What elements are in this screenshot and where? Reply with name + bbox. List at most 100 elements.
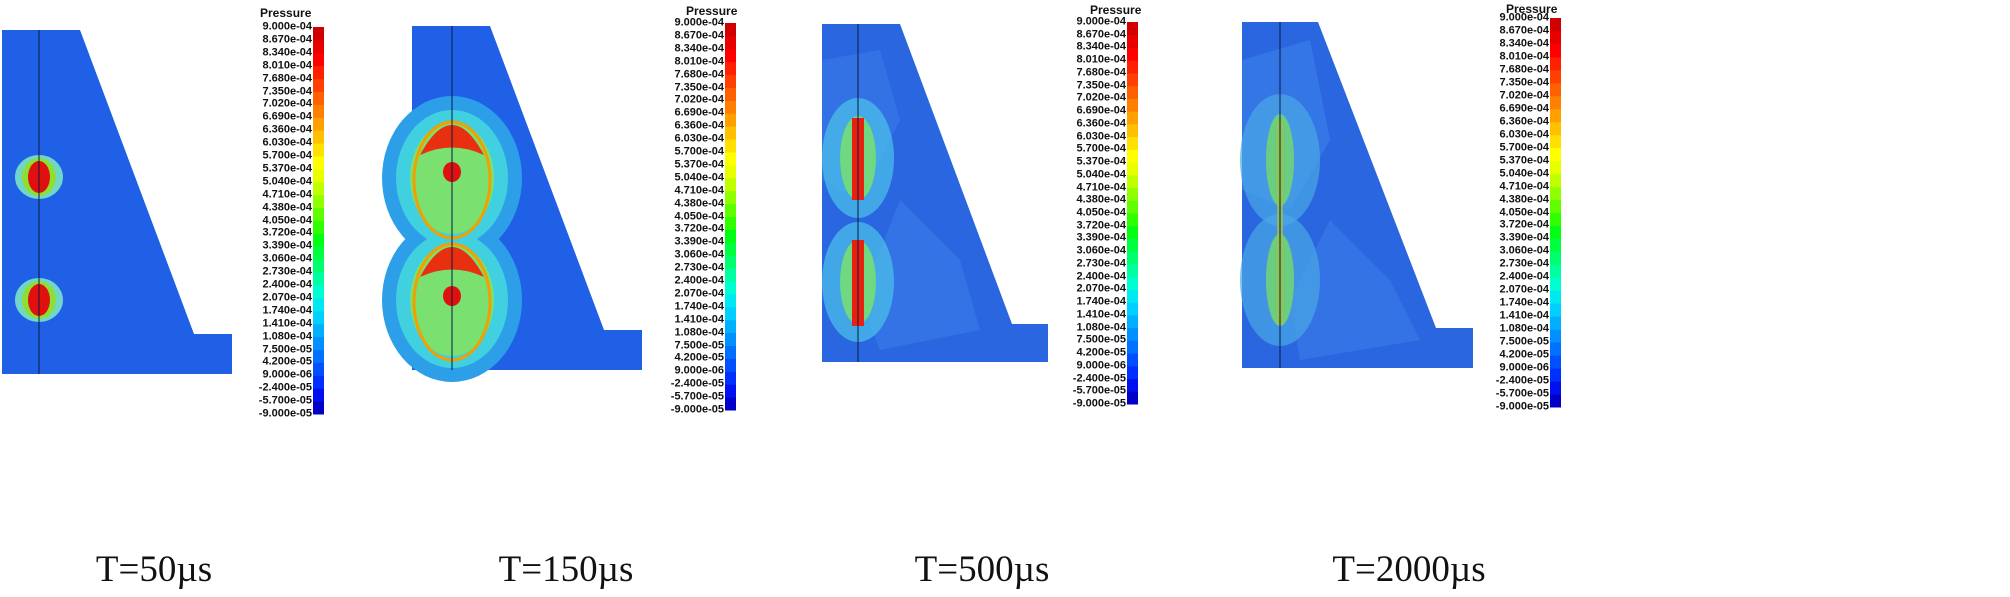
colorbar-segment [1127,251,1138,265]
colorbar-segment [1127,162,1138,176]
colorbar-segment [725,281,736,295]
colorbar-tick-label: 5.040e-04 [674,171,724,184]
colorbar-tick-label: 7.680e-04 [674,68,724,81]
dam-cross-section-t150 [382,23,736,411]
panel-t150: Pressure 9.000e-04 8.670e-04 8.340e-04 8.01… [0,0,900,597]
colorbar-segment [313,336,324,350]
colorbar-segment [1127,136,1138,150]
colorbar-segment [725,48,736,63]
colorbar-segment [1550,108,1561,123]
colorbar-tick-label: 9.000e-06 [674,364,724,377]
colorbar-tick-label: 1.080e-04 [1499,322,1549,335]
colorbar-segment [1550,342,1561,356]
colorbar-segment [1127,149,1138,163]
colorbar-segment [313,156,324,170]
colorbar-tick-label: 1.410e-04 [262,317,312,330]
colorbar-tick-label: 3.060e-04 [1499,244,1549,257]
colorbar-segment [1127,353,1138,367]
colorbar-segment [1127,22,1138,36]
colorbar-tick-label: -9.000e-05 [1072,397,1126,410]
colorbar-tick-label: 2.400e-04 [1499,270,1549,283]
colorbar-tick-label: 8.010e-04 [1499,50,1549,63]
colorbar-segment [725,242,736,256]
colorbar-segment [313,220,324,234]
colorbar-tick-label: 7.020e-04 [674,93,724,106]
colorbar-tick-label: 2.730e-04 [1076,257,1126,270]
colorbar-tick-label: 1.080e-04 [674,326,724,339]
colorbar-segment [313,272,324,286]
colorbar-segment [1550,56,1561,71]
colorbar-segment [1127,314,1138,329]
colorbar-tick-label: 5.370e-04 [1076,155,1126,168]
colorbar-segment [1127,276,1138,290]
colorbar-tick-label: 2.730e-04 [262,265,312,278]
colorbar-tick-label: 7.350e-04 [1076,79,1126,92]
colorbar-tick-label: 4.710e-04 [1499,180,1549,193]
colorbar-tick-label: 6.360e-04 [674,119,724,132]
colorbar-tick-label: 5.700e-04 [674,145,724,158]
colorbar-segment [313,233,324,247]
colorbar-tick-label: 9.000e-04 [262,20,312,33]
colorbar-segment [725,100,736,114]
colorbar-segment [1550,147,1561,162]
colorbar-segment [313,39,324,54]
pressure-mottle [860,200,980,350]
colorbar-title: Pressure [1506,2,1558,16]
colorbar-segment [1550,69,1561,84]
colorbar-tick-label: 4.710e-04 [1076,181,1126,194]
colorbar-segment [313,130,324,144]
colorbar-segment [1127,85,1138,99]
colorbar-segment [1550,121,1561,136]
colorbar-segment [1550,303,1561,317]
colorbar-segment [725,203,736,217]
colorbar-tick-label: 4.200e-05 [1076,346,1126,359]
colorbar-tick-label: 9.000e-04 [1499,11,1549,24]
colorbar-segment [725,113,736,127]
colorbar-tick-label: 5.370e-04 [674,158,724,171]
colorbar-segment [725,358,736,372]
colorbar-segment [1550,238,1561,252]
colorbar-segment [313,207,324,221]
colorbar-tick-label: 3.720e-04 [1076,219,1126,232]
colorbar-segment [1127,111,1138,125]
colorbar-segment [1550,225,1561,239]
colorbar-segment [725,255,736,269]
panel-t500: Pressure 9.000e-04 8.670e-04 8.340e-04 8.01… [822,3,1141,590]
colorbar-segment [1550,173,1561,188]
panel-t50: Pressure 9.000e-04 8.670e-04 8.340e-04 8.01… [0,0,430,597]
colorbar-segment [1550,82,1561,97]
colorbar-tick-label: 8.670e-04 [1076,28,1126,41]
colorbar-segment [313,91,324,105]
colorbar-tick-label: -5.700e-05 [258,394,312,407]
colorbar-tick-label: 8.340e-04 [262,46,312,59]
colorbar-segment [1550,316,1561,330]
colorbar-tick-label: 2.070e-04 [1499,283,1549,296]
colorbar-segment [313,297,324,312]
pressure-mottle [1290,220,1420,360]
colorbar-tick-label: 3.390e-04 [262,239,312,252]
colorbar-tick-label: 7.500e-05 [1499,335,1549,348]
colorbar-segment [313,65,324,80]
colorbar-title: Pressure [260,6,312,20]
colorbar-tick-label: 6.690e-04 [262,110,312,123]
colorbar-tick-label: -5.700e-05 [1072,384,1126,397]
colorbar-tick-label: -9.000e-05 [670,403,724,416]
colorbar-segment [1550,134,1561,149]
colorbar-tick-label: 6.030e-04 [262,136,312,149]
colorbar-segment [725,306,736,321]
colorbar-segment [1127,98,1138,112]
colorbar-tick-label: -9.000e-05 [1495,400,1549,413]
colorbar-segment [1127,213,1138,227]
colorbar-segment [1127,302,1138,316]
colorbar-segment [1550,160,1561,175]
colorbar-tick-label: 8.340e-04 [1076,40,1126,53]
colorbar-tick-label: 2.730e-04 [1499,257,1549,270]
colorbar-segment [313,143,324,157]
colorbar-tick-label: 1.410e-04 [674,313,724,326]
colorbar-segment [725,74,736,88]
colorbar-segment [1127,200,1138,214]
colorbar-segment [725,371,736,385]
colorbar-tick-label: 2.400e-04 [1076,270,1126,283]
